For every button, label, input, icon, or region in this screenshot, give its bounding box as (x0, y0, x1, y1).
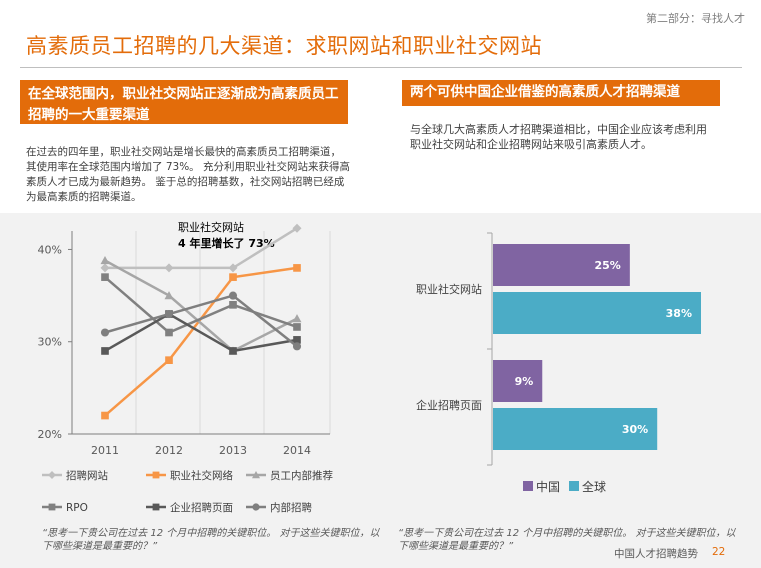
page-number: 22 (712, 546, 726, 558)
right-paragraph-line: 与全球几大高素质人才招聘渠道相比，中国企业应该考虑利用 (410, 123, 707, 136)
series-line (104, 259, 298, 353)
bar-data-label: 25% (594, 259, 620, 272)
quote-right-line1: “思考一下贵公司在过去 12 个月中招聘的关键职位。 对于这些关键职位，以 (398, 528, 736, 539)
bar-data-label: 9% (515, 375, 534, 388)
legend-marker (152, 471, 160, 479)
quote-right-line2: 下哪些渠道是最重要的？” (398, 541, 514, 552)
footer-title: 中国人才招聘趋势 (614, 548, 698, 560)
y-tick-label: 20% (38, 428, 62, 441)
series-point (292, 342, 302, 351)
series-point (101, 411, 109, 420)
bar (493, 360, 543, 402)
bar-category-label: 企业招聘页面 (416, 398, 482, 412)
legend-label: 招聘网站 (66, 469, 108, 482)
left-heading-line2: 招聘的一大重要渠道 (28, 107, 150, 123)
chart-annotation-line2: 4 年里增长了 73% (178, 236, 275, 250)
bar (493, 292, 701, 334)
left-paragraph-line: 为最高素质的招聘渠道。 (26, 191, 142, 203)
series-point (293, 336, 301, 344)
x-tick-label: 2013 (219, 444, 247, 457)
series-point (292, 223, 302, 233)
series-point (164, 309, 174, 319)
legend-marker (252, 503, 260, 511)
charts-canvas: 20% 30% 40% 2011 2012 2013 2014 职业社交网站 4 年里增长了 7… (38, 220, 701, 514)
legend-swatch (569, 481, 579, 491)
series-point (100, 328, 110, 337)
series-point (229, 273, 237, 281)
right-paragraph-line: 职业社交网站和企业招聘网站来吸引高素质人才。 (410, 138, 652, 151)
legend-marker (48, 503, 56, 511)
quote-left: “思考一下贵公司在过去 12 个月中招聘的关键职位。 对于这些关键职位，以 下哪… (42, 527, 382, 553)
chart-annotation-line1: 职业社交网站 (178, 220, 244, 234)
right-heading-box: 两个可供中国企业借鉴的高素质人才招聘渠道 (402, 80, 720, 106)
legend-label: RPO (66, 502, 88, 514)
quote-left-line2: 下哪些渠道是最重要的？” (42, 541, 158, 552)
bar-data-label: 30% (622, 423, 648, 436)
bar-chart: 职业社交网站 25% 38% 企业招聘页面 9% 30% 中国 全球 (416, 232, 701, 494)
x-tick-label: 2011 (91, 444, 119, 457)
series-line (104, 276, 298, 334)
series-point (100, 263, 110, 273)
right-heading: 两个可供中国企业借鉴的高素质人才招聘渠道 (410, 84, 680, 100)
legend-label: 员工内部推荐 (270, 469, 333, 482)
series-point (229, 347, 237, 355)
series-point (101, 273, 109, 281)
left-paragraph-line: 在过去的四年里，职业社交网站是增长最快的高素质员工招聘渠道， (26, 146, 341, 158)
series-point (101, 347, 109, 355)
legend-marker (152, 503, 160, 511)
left-paragraph-line: 其使用率在全球范围内增加了 73%。 充分利用职业社交网站来获得高 (26, 161, 351, 173)
title-divider (20, 67, 742, 68)
legend-label: 中国 (536, 479, 560, 494)
series-point (165, 328, 173, 337)
series-line (105, 227, 298, 270)
series-point (165, 356, 173, 365)
left-paragraph: 在过去的四年里，职业社交网站是增长最快的高素质员工招聘渠道， 其使用率在全球范围… (26, 145, 362, 205)
series-point (164, 263, 174, 273)
line-chart: 20% 30% 40% 2011 2012 2013 2014 职业社交网站 4 年里增长了 7… (38, 220, 333, 514)
series-point (100, 256, 110, 265)
y-tick-label: 30% (38, 336, 62, 349)
quote-right: “思考一下贵公司在过去 12 个月中招聘的关键职位。 对于这些关键职位，以 下哪… (398, 527, 738, 553)
series-point (164, 291, 174, 300)
legend-swatch (523, 481, 533, 491)
series-point (229, 300, 237, 309)
legend-marker (252, 471, 260, 479)
bar (493, 244, 630, 286)
legend-label: 全球 (582, 479, 606, 494)
series-point (228, 291, 238, 300)
legend-label: 内部招聘 (270, 501, 312, 514)
series-line (104, 294, 298, 348)
section-label: 第二部分：寻找人才 (646, 12, 745, 25)
series-line (104, 266, 298, 417)
x-tick-label: 2014 (283, 444, 311, 457)
series-point (293, 264, 301, 272)
series-point (293, 323, 301, 331)
series-point (292, 314, 302, 323)
bar (493, 408, 658, 450)
left-heading-line1: 在全球范围内，职业社交网站正逐渐成为高素质员工 (28, 86, 339, 102)
left-heading-box: 在全球范围内，职业社交网站正逐渐成为高素质员工 招聘的一大重要渠道 (20, 80, 348, 124)
legend-label: 企业招聘页面 (170, 501, 233, 514)
right-paragraph: 与全球几大高素质人才招聘渠道相比，中国企业应该考虑利用 职业社交网站和企业招聘网… (410, 122, 740, 152)
x-tick-label: 2012 (155, 444, 183, 457)
series-point (228, 263, 238, 273)
bar-category-label: 职业社交网站 (416, 282, 482, 296)
left-paragraph-line: 素质人才已成为最新趋势。 鉴于总的招聘基数，社交网站招聘已经成 (26, 176, 345, 188)
bar-data-label: 38% (666, 307, 692, 320)
page-title: 高素质员工招聘的几大渠道：求职网站和职业社交网站 (26, 34, 542, 58)
legend-marker (48, 471, 56, 479)
quote-left-line1: “思考一下贵公司在过去 12 个月中招聘的关键职位。 对于这些关键职位，以 (42, 528, 380, 539)
legend-label: 职业社交网络 (170, 469, 233, 482)
series-line (104, 312, 298, 353)
y-tick-label: 40% (38, 243, 62, 256)
